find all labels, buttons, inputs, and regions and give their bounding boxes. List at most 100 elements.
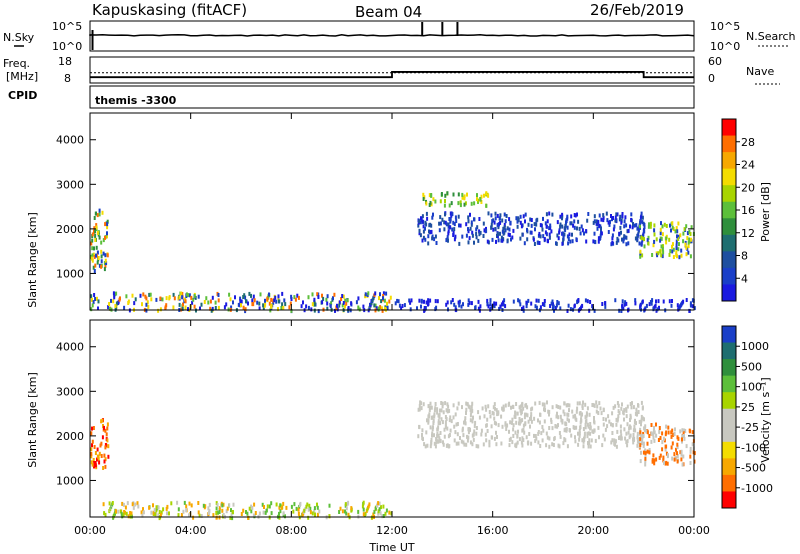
velocity-cell xyxy=(689,446,692,451)
velocity-cell xyxy=(261,502,264,507)
velocity-cell xyxy=(620,433,623,438)
power-cbar-label-5: 8 xyxy=(741,250,748,263)
velocity-cell xyxy=(548,436,551,441)
velocity-cell xyxy=(583,431,586,436)
power-ytick-label-3: 4000 xyxy=(56,134,84,147)
power-cell xyxy=(540,223,543,228)
velocity-cell xyxy=(100,419,103,424)
power-cell xyxy=(290,294,293,299)
velocity-cell xyxy=(98,451,101,456)
velocity-cell xyxy=(511,440,514,445)
velocity-cell xyxy=(467,427,470,432)
velocity-cell xyxy=(436,431,439,436)
power-cell xyxy=(262,303,265,308)
velocity-cell xyxy=(593,403,596,408)
power-cell xyxy=(427,298,430,303)
velocity-cell xyxy=(150,510,153,515)
velocity-cell xyxy=(350,506,353,511)
velocity-cell xyxy=(225,509,228,514)
power-cell xyxy=(494,216,497,221)
power-cell xyxy=(90,294,93,299)
power-cell xyxy=(501,229,504,234)
power-cell xyxy=(652,306,655,311)
power-cell xyxy=(251,298,254,303)
power-cell xyxy=(602,213,605,218)
cpid-value: themis -3300 xyxy=(95,94,177,107)
velocity-cell xyxy=(106,422,109,427)
velocity-cell xyxy=(582,439,585,444)
power-cell xyxy=(662,299,665,304)
power-cell xyxy=(653,228,656,233)
velocity-cell xyxy=(674,427,676,432)
power-cell xyxy=(217,298,220,303)
velocity-cell xyxy=(684,429,687,433)
power-cell xyxy=(445,222,448,227)
power-cell xyxy=(454,234,457,239)
velocity-cell xyxy=(433,433,435,438)
velocity-cell xyxy=(91,439,94,444)
velocity-cell xyxy=(418,407,421,412)
power-cell xyxy=(641,215,644,220)
power-cell xyxy=(648,222,650,227)
velocity-cell xyxy=(628,424,631,429)
velocity-cell xyxy=(584,425,587,430)
power-cell xyxy=(270,297,273,302)
velocity-cell xyxy=(676,451,678,456)
power-cell xyxy=(419,233,422,238)
power-cell xyxy=(453,302,456,307)
velocity-cell xyxy=(316,505,319,510)
power-cell xyxy=(566,309,569,313)
velocity-cell xyxy=(522,427,525,432)
velocity-cell xyxy=(640,418,643,423)
power-cell xyxy=(557,301,560,306)
power-cell xyxy=(386,301,388,306)
power-cell xyxy=(538,231,541,236)
power-cell xyxy=(656,253,659,258)
power-cell xyxy=(519,220,522,225)
power-cell xyxy=(91,238,94,243)
power-cell xyxy=(521,232,524,237)
velocity-cell xyxy=(446,443,449,448)
power-cell xyxy=(467,215,470,220)
velocity-cell xyxy=(488,439,491,444)
power-cell xyxy=(602,218,605,223)
velocity-cell xyxy=(440,401,443,405)
power-cell xyxy=(187,307,189,312)
velocity-cell xyxy=(559,414,562,419)
power-cbar-seg-4 xyxy=(722,185,736,203)
velocity-cell xyxy=(571,409,574,414)
power-cell xyxy=(483,193,485,198)
power-cell xyxy=(453,237,456,242)
power-cell xyxy=(281,302,284,307)
power-cell xyxy=(595,219,598,224)
velocity-cell xyxy=(524,412,526,417)
power-cell xyxy=(599,233,602,238)
velocity-cell xyxy=(207,506,210,511)
velocity-cell xyxy=(279,503,282,508)
velocity-cell xyxy=(137,504,140,509)
velocity-cell xyxy=(433,412,436,417)
velocity-ylabel: Slant Range [km] xyxy=(26,372,39,468)
power-cell xyxy=(545,212,548,217)
power-cell xyxy=(317,309,320,314)
power-cell xyxy=(259,292,262,297)
power-cell xyxy=(223,305,226,310)
power-cell xyxy=(317,295,320,299)
velocity-cell xyxy=(432,425,434,430)
velocity-cell xyxy=(104,445,107,450)
power-cell xyxy=(512,228,515,233)
velocity-cell xyxy=(428,412,431,417)
power-cell xyxy=(548,235,551,240)
power-cell xyxy=(572,223,575,228)
power-cell xyxy=(419,220,422,225)
power-cell xyxy=(95,245,98,250)
power-cell xyxy=(314,302,316,307)
velocity-cell xyxy=(534,438,537,443)
velocity-cell xyxy=(585,414,588,419)
velocity-cell xyxy=(422,402,425,407)
velocity-cell xyxy=(650,431,653,436)
power-cell xyxy=(436,299,439,304)
velocity-cell xyxy=(633,420,636,425)
power-cell xyxy=(672,247,675,252)
velocity-cell xyxy=(640,422,642,427)
